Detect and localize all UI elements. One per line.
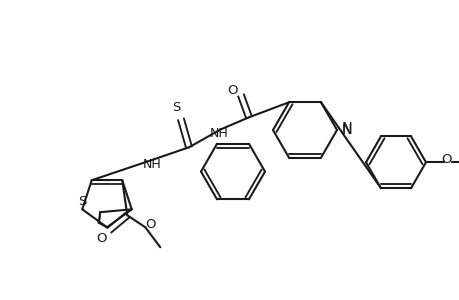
Text: S: S (78, 195, 86, 208)
Text: S: S (172, 101, 180, 114)
Text: NH: NH (142, 158, 161, 171)
Text: O: O (145, 218, 155, 231)
Text: O: O (441, 153, 451, 166)
Text: N: N (341, 122, 352, 137)
Text: NH: NH (209, 127, 228, 140)
Text: N: N (341, 123, 352, 137)
Text: O: O (227, 84, 238, 97)
Text: O: O (96, 232, 106, 245)
